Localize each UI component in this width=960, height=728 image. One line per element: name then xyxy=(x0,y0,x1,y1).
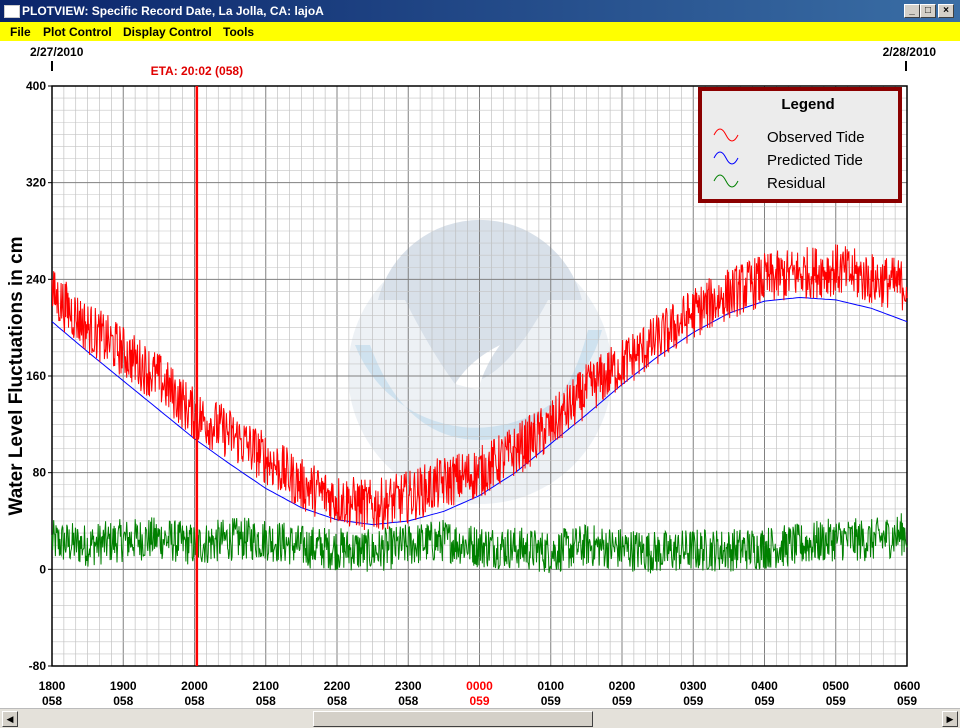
x-tick-time-label: 0000 xyxy=(466,679,493,693)
x-tick-day-label: 058 xyxy=(184,694,204,708)
x-tick-day-label: 058 xyxy=(113,694,133,708)
series-residual xyxy=(51,513,908,574)
minimize-button[interactable]: _ xyxy=(904,4,920,18)
x-tick-time-label: 2000 xyxy=(181,679,208,693)
maximize-button[interactable]: □ xyxy=(920,4,936,18)
window-title: PLOTVIEW: Specific Record Date, La Jolla… xyxy=(22,4,324,18)
scroll-thumb[interactable] xyxy=(313,711,593,727)
end-date: 2/28/2010 xyxy=(883,45,937,59)
legend-residual-label: Residual xyxy=(767,175,825,192)
menu-bar: File Plot Control Display Control Tools xyxy=(0,22,960,41)
x-tick-day-label: 058 xyxy=(256,694,276,708)
x-tick-day-label: 059 xyxy=(754,694,774,708)
x-axis: 1800058190005820000582100058220005823000… xyxy=(39,679,921,708)
scroll-left-button[interactable]: ◀ xyxy=(2,711,18,727)
legend-predicted-label: Predicted Tide xyxy=(767,152,863,169)
x-tick-day-label: 059 xyxy=(541,694,561,708)
x-tick-day-label: 059 xyxy=(683,694,703,708)
y-tick-label: 320 xyxy=(26,176,46,190)
close-button[interactable]: × xyxy=(938,4,954,18)
x-tick-day-label: 058 xyxy=(398,694,418,708)
menu-display-control[interactable]: Display Control xyxy=(123,25,212,39)
y-tick-label: -80 xyxy=(29,659,47,673)
scroll-right-button[interactable]: ▶ xyxy=(942,711,958,727)
x-tick-time-label: 1900 xyxy=(110,679,137,693)
horizontal-scrollbar[interactable]: ◀ ▶ xyxy=(0,708,960,728)
y-tick-label: 400 xyxy=(26,79,46,93)
y-tick-label: 80 xyxy=(33,466,47,480)
x-tick-time-label: 0600 xyxy=(894,679,921,693)
series-observed-tide xyxy=(51,244,908,531)
start-date: 2/27/2010 xyxy=(30,45,84,59)
y-tick-label: 240 xyxy=(26,272,46,286)
series-layer xyxy=(51,244,908,574)
x-tick-time-label: 1800 xyxy=(39,679,66,693)
x-tick-time-label: 2100 xyxy=(252,679,279,693)
legend-predicted-swatch xyxy=(713,151,739,165)
menu-tools[interactable]: Tools xyxy=(223,25,255,39)
x-tick-day-label: 058 xyxy=(327,694,347,708)
legend-title: Legend xyxy=(781,96,834,113)
x-tick-time-label: 0300 xyxy=(680,679,707,693)
y-tick-label: 160 xyxy=(26,369,46,383)
x-tick-time-label: 0500 xyxy=(822,679,849,693)
legend: Legend Observed Tide Predicted Tide Resi… xyxy=(698,87,902,203)
title-bar: PLOTVIEW: Specific Record Date, La Jolla… xyxy=(0,0,960,22)
x-tick-day-label: 059 xyxy=(897,694,917,708)
menu-file[interactable]: File xyxy=(10,25,31,39)
x-tick-time-label: 0100 xyxy=(537,679,564,693)
y-tick-label: 0 xyxy=(39,562,46,576)
legend-observed-swatch xyxy=(713,128,739,142)
menu-plot-control[interactable]: Plot Control xyxy=(43,25,112,39)
x-tick-time-label: 2200 xyxy=(324,679,351,693)
x-tick-time-label: 0200 xyxy=(609,679,636,693)
x-tick-time-label: 0400 xyxy=(751,679,778,693)
y-axis: -80 0 80 160 240 320 400 xyxy=(26,79,52,673)
x-tick-time-label: 2300 xyxy=(395,679,422,693)
x-tick-day-label: 059 xyxy=(826,694,846,708)
eta-label: ETA: 20:02 (058) xyxy=(151,64,243,78)
x-tick-day-label: 059 xyxy=(612,694,632,708)
legend-residual-swatch xyxy=(713,174,739,188)
legend-observed-label: Observed Tide xyxy=(767,129,865,146)
x-tick-day-label: 058 xyxy=(42,694,62,708)
app-icon xyxy=(4,5,20,18)
legend-box xyxy=(698,87,902,203)
y-axis-label: Water Level Fluctuations in cm xyxy=(6,236,27,515)
x-tick-day-label: 059 xyxy=(469,694,489,708)
